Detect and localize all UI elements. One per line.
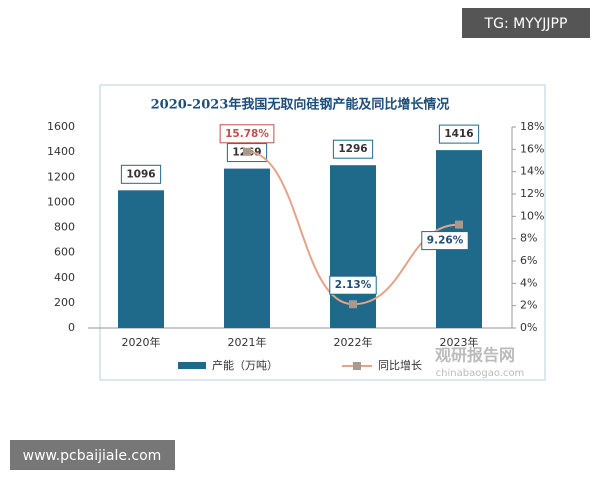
bar-value-label-box — [120, 164, 162, 184]
y-tick-label: 1200 — [47, 170, 75, 183]
y2-tick-label: 10% — [520, 209, 544, 222]
bar-value-label: 1296 — [338, 143, 367, 155]
y2-tick-label: 18% — [520, 120, 544, 133]
bar-value-label: 1096 — [126, 168, 155, 180]
chart-title: 2020-2023年我国无取向硅钢产能及同比增长情况 — [151, 97, 450, 113]
bar — [118, 190, 164, 328]
y2-tick-label: 0% — [520, 321, 537, 334]
x-tick-label: 2022年 — [334, 335, 373, 349]
y-tick-label: 200 — [54, 296, 75, 309]
bar — [224, 168, 270, 328]
growth-label-box — [219, 124, 275, 144]
watermark-url: chinabaogao.com — [436, 368, 525, 379]
bar-value-label: 1416 — [444, 128, 473, 140]
growth-label-box — [421, 231, 469, 251]
y-tick-label: 1000 — [47, 195, 75, 208]
y-tick-label: 1400 — [47, 145, 75, 158]
y2-tick-label: 6% — [520, 254, 537, 267]
tag-box — [462, 8, 590, 38]
watermark: 观研报告网 — [435, 346, 515, 365]
x-tick-label: 2023年 — [440, 335, 479, 349]
tag-text: TG: MYYJJPP — [484, 16, 568, 32]
site-box — [10, 440, 175, 470]
growth-value-label: 2.13% — [335, 279, 372, 291]
bar-value-label-box — [332, 139, 374, 159]
growth-line — [246, 150, 460, 306]
legend-marker — [353, 362, 361, 370]
x-tick-label: 2020年 — [122, 335, 161, 349]
growth-label-box — [329, 275, 377, 295]
y2-tick-label: 2% — [520, 299, 537, 312]
site-text: www.pcbaijiale.com — [23, 448, 162, 464]
y2-tick-label: 8% — [520, 232, 537, 245]
y2-tick-label: 16% — [520, 142, 544, 155]
growth-marker — [349, 300, 357, 309]
y2-tick-label: 14% — [520, 165, 544, 178]
growth-value-label: 9.26% — [427, 235, 464, 247]
y-tick-label: 1600 — [47, 120, 75, 133]
y-tick-label: 600 — [54, 246, 75, 259]
y2-tick-label: 4% — [520, 276, 537, 289]
legend-label: 产能（万吨） — [212, 358, 278, 372]
legend-swatch — [178, 362, 206, 369]
x-tick-label: 2021年 — [228, 335, 267, 349]
growth-marker — [243, 147, 251, 156]
y-tick-label: 400 — [54, 271, 75, 284]
y-tick-label: 0 — [68, 321, 75, 334]
legend-label: 同比增长 — [378, 358, 422, 372]
bar-value-label-box — [438, 124, 480, 144]
y-tick-label: 800 — [54, 221, 75, 234]
y2-tick-label: 12% — [520, 187, 544, 200]
growth-value-label: 15.78% — [225, 128, 269, 140]
growth-marker — [455, 220, 463, 229]
chart-frame — [99, 84, 546, 381]
